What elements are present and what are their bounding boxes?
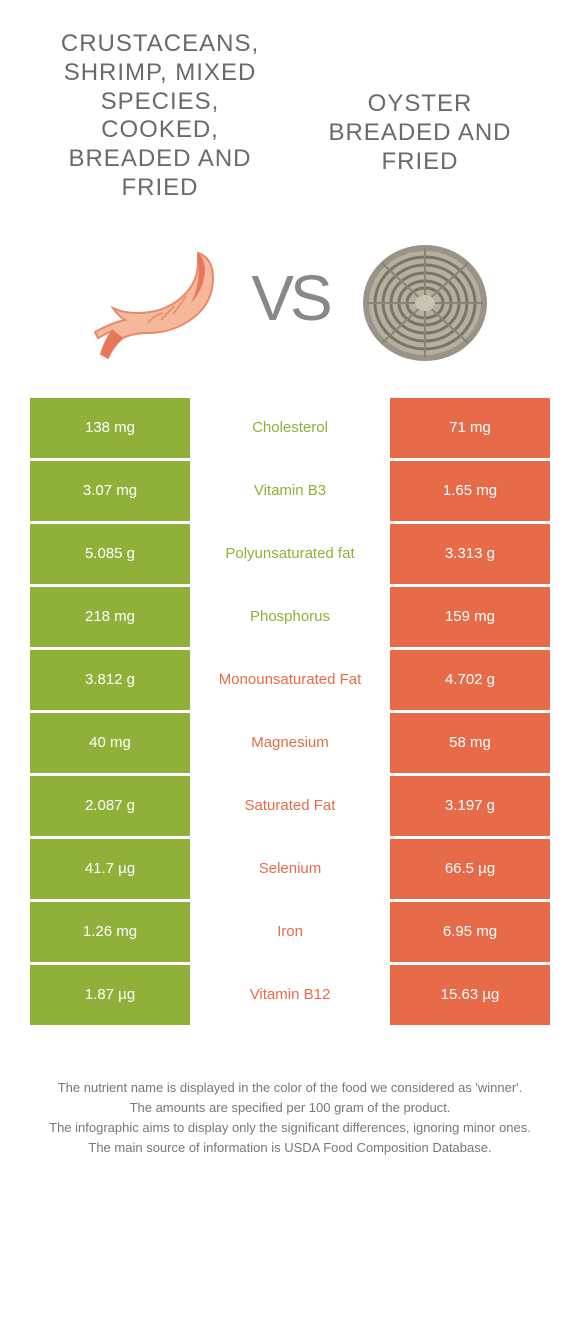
value-right: 58 mg (390, 713, 550, 773)
nutrient-name: Phosphorus (190, 587, 390, 647)
footer-line: The nutrient name is displayed in the co… (30, 1078, 550, 1098)
vs-label: VS (251, 261, 328, 335)
food-right-title: OYSTER BREADED AND FRIED (310, 30, 530, 203)
table-row: 41.7 µgSelenium66.5 µg (30, 839, 550, 899)
value-left: 40 mg (30, 713, 190, 773)
food-left-title: CRUSTACEANS, SHRIMP, MIXED SPECIES, COOK… (50, 30, 270, 203)
value-left: 2.087 g (30, 776, 190, 836)
nutrient-name: Monounsaturated Fat (190, 650, 390, 710)
nutrient-comparison-table: 138 mgCholesterol71 mg3.07 mgVitamin B31… (0, 398, 580, 1025)
value-right: 159 mg (390, 587, 550, 647)
table-row: 218 mgPhosphorus159 mg (30, 587, 550, 647)
value-left: 138 mg (30, 398, 190, 458)
value-right: 15.63 µg (390, 965, 550, 1025)
nutrient-name: Iron (190, 902, 390, 962)
table-row: 2.087 gSaturated Fat3.197 g (30, 776, 550, 836)
value-left: 5.085 g (30, 524, 190, 584)
value-right: 4.702 g (390, 650, 550, 710)
table-row: 40 mgMagnesium58 mg (30, 713, 550, 773)
nutrient-name: Vitamin B12 (190, 965, 390, 1025)
table-row: 3.07 mgVitamin B31.65 mg (30, 461, 550, 521)
value-left: 218 mg (30, 587, 190, 647)
value-left: 3.812 g (30, 650, 190, 710)
value-left: 3.07 mg (30, 461, 190, 521)
value-left: 1.26 mg (30, 902, 190, 962)
value-right: 71 mg (390, 398, 550, 458)
nutrient-name: Saturated Fat (190, 776, 390, 836)
nutrient-name: Selenium (190, 839, 390, 899)
table-row: 1.87 µgVitamin B1215.63 µg (30, 965, 550, 1025)
vs-row: VS (0, 213, 580, 398)
table-row: 5.085 gPolyunsaturated fat3.313 g (30, 524, 550, 584)
nutrient-name: Magnesium (190, 713, 390, 773)
value-right: 6.95 mg (390, 902, 550, 962)
nutrient-name: Cholesterol (190, 398, 390, 458)
footer-line: The main source of information is USDA F… (30, 1138, 550, 1158)
nutrient-name: Polyunsaturated fat (190, 524, 390, 584)
value-left: 41.7 µg (30, 839, 190, 899)
header: CRUSTACEANS, SHRIMP, MIXED SPECIES, COOK… (0, 0, 580, 213)
footer-line: The infographic aims to display only the… (30, 1118, 550, 1138)
value-left: 1.87 µg (30, 965, 190, 1025)
value-right: 1.65 mg (390, 461, 550, 521)
value-right: 3.197 g (390, 776, 550, 836)
footer-notes: The nutrient name is displayed in the co… (0, 1028, 580, 1159)
table-row: 1.26 mgIron6.95 mg (30, 902, 550, 962)
shrimp-icon (83, 228, 233, 368)
nutrient-name: Vitamin B3 (190, 461, 390, 521)
oyster-icon (347, 228, 497, 368)
value-right: 66.5 µg (390, 839, 550, 899)
table-row: 138 mgCholesterol71 mg (30, 398, 550, 458)
footer-line: The amounts are specified per 100 gram o… (30, 1098, 550, 1118)
table-row: 3.812 gMonounsaturated Fat4.702 g (30, 650, 550, 710)
value-right: 3.313 g (390, 524, 550, 584)
